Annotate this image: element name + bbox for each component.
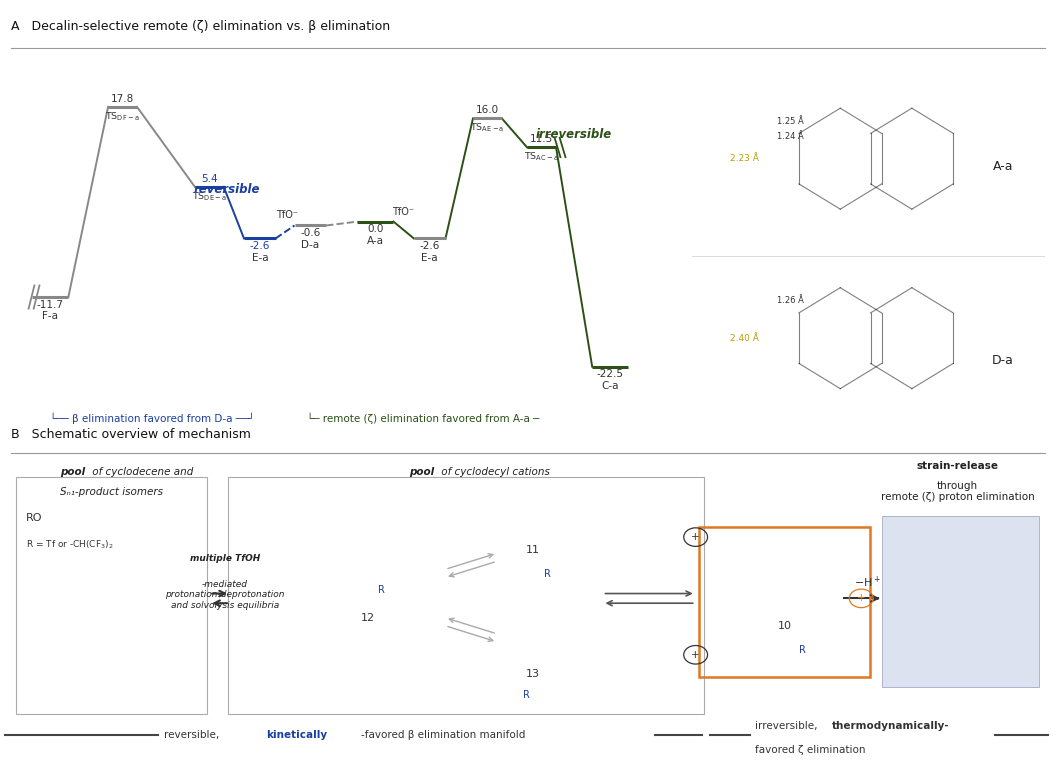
Text: A-a: A-a (993, 160, 1014, 173)
Text: -0.6: -0.6 (300, 228, 321, 238)
Text: -2.6: -2.6 (249, 241, 270, 251)
Text: C-a: C-a (602, 381, 619, 391)
Text: 12: 12 (360, 613, 375, 623)
Text: Sₙ₁-product isomers: Sₙ₁-product isomers (60, 487, 164, 497)
Text: E-a: E-a (421, 253, 438, 263)
Text: strain-release: strain-release (917, 461, 999, 471)
Text: R: R (523, 690, 530, 700)
Text: 16.0: 16.0 (476, 105, 499, 115)
Text: F-a: F-a (42, 311, 58, 322)
Text: 13: 13 (526, 669, 541, 679)
Text: 11.5: 11.5 (530, 134, 553, 144)
Text: └── β elimination favored from D-a ──┘: └── β elimination favored from D-a ──┘ (51, 412, 254, 424)
Text: favored ζ elimination: favored ζ elimination (755, 745, 866, 755)
Text: A   Decalin-selective remote (ζ) elimination vs. β elimination: A Decalin-selective remote (ζ) eliminati… (11, 20, 390, 33)
Text: thermodynamically-: thermodynamically- (832, 721, 949, 731)
Text: R = Tf or -CH(CF$_3$)$_2$: R = Tf or -CH(CF$_3$)$_2$ (26, 539, 114, 551)
Text: -2.6: -2.6 (419, 241, 439, 251)
Text: R: R (544, 569, 550, 579)
Text: 1.24 Å: 1.24 Å (777, 132, 804, 141)
Text: -11.7: -11.7 (37, 300, 63, 310)
Text: └─ remote (ζ) elimination favored from A-a ─: └─ remote (ζ) elimination favored from A… (307, 412, 540, 424)
Bar (16, 476, 207, 715)
Text: pool: pool (60, 467, 86, 477)
Bar (228, 476, 704, 715)
Text: D-a: D-a (301, 240, 320, 250)
Bar (699, 527, 869, 677)
Text: multiple TfOH: multiple TfOH (190, 554, 260, 563)
Text: 5.4: 5.4 (201, 173, 218, 183)
Text: of cyclodecyl cations: of cyclodecyl cations (438, 467, 550, 477)
Text: 1.26 Å: 1.26 Å (777, 296, 805, 305)
Text: E-a: E-a (251, 253, 268, 263)
Text: +: + (856, 594, 866, 604)
Text: D-a: D-a (992, 354, 1014, 367)
Text: irreversible,: irreversible, (755, 721, 821, 731)
Text: +: + (692, 532, 700, 542)
Text: 2.40 Å: 2.40 Å (731, 334, 759, 342)
Text: pool: pool (409, 467, 434, 477)
Text: 17.8: 17.8 (111, 93, 134, 103)
Text: B   Schematic overview of mechanism: B Schematic overview of mechanism (11, 428, 250, 441)
Text: TS$_{\rm AE-a}$: TS$_{\rm AE-a}$ (470, 122, 505, 134)
Text: +: + (692, 650, 700, 660)
Text: through
remote (ζ) proton elimination: through remote (ζ) proton elimination (881, 480, 1034, 502)
Text: 11: 11 (526, 545, 541, 555)
Text: RO: RO (26, 513, 42, 523)
Text: TS$_{\rm DE-a}$: TS$_{\rm DE-a}$ (192, 190, 227, 203)
Text: 1.25 Å: 1.25 Å (777, 116, 804, 126)
Text: of cyclodecene and: of cyclodecene and (89, 467, 193, 477)
Text: TS$_{\rm DF-a}$: TS$_{\rm DF-a}$ (106, 110, 139, 123)
Text: irreversible: irreversible (536, 128, 612, 141)
Text: -favored β elimination manifold: -favored β elimination manifold (361, 730, 526, 740)
Text: R: R (799, 645, 806, 655)
Text: -mediated
protonation-deprotonation
and solvolysis equilibria: -mediated protonation-deprotonation and … (165, 580, 284, 610)
Text: R: R (378, 585, 384, 595)
Text: reversible,: reversible, (164, 730, 222, 740)
Text: $-$H$^+$: $-$H$^+$ (854, 574, 881, 590)
Text: reversible: reversible (194, 183, 261, 196)
Text: -22.5: -22.5 (597, 369, 624, 379)
Text: TS$_{\rm AC-a}$: TS$_{\rm AC-a}$ (524, 150, 559, 163)
Text: TfO⁻: TfO⁻ (277, 210, 298, 220)
Text: A-a: A-a (366, 236, 384, 246)
Text: TfO⁻: TfO⁻ (392, 207, 414, 217)
Bar (882, 516, 1039, 687)
Text: 10: 10 (777, 621, 792, 631)
Text: kinetically: kinetically (266, 730, 327, 740)
Text: 0.0: 0.0 (367, 224, 383, 234)
Text: 2.23 Å: 2.23 Å (731, 154, 759, 163)
